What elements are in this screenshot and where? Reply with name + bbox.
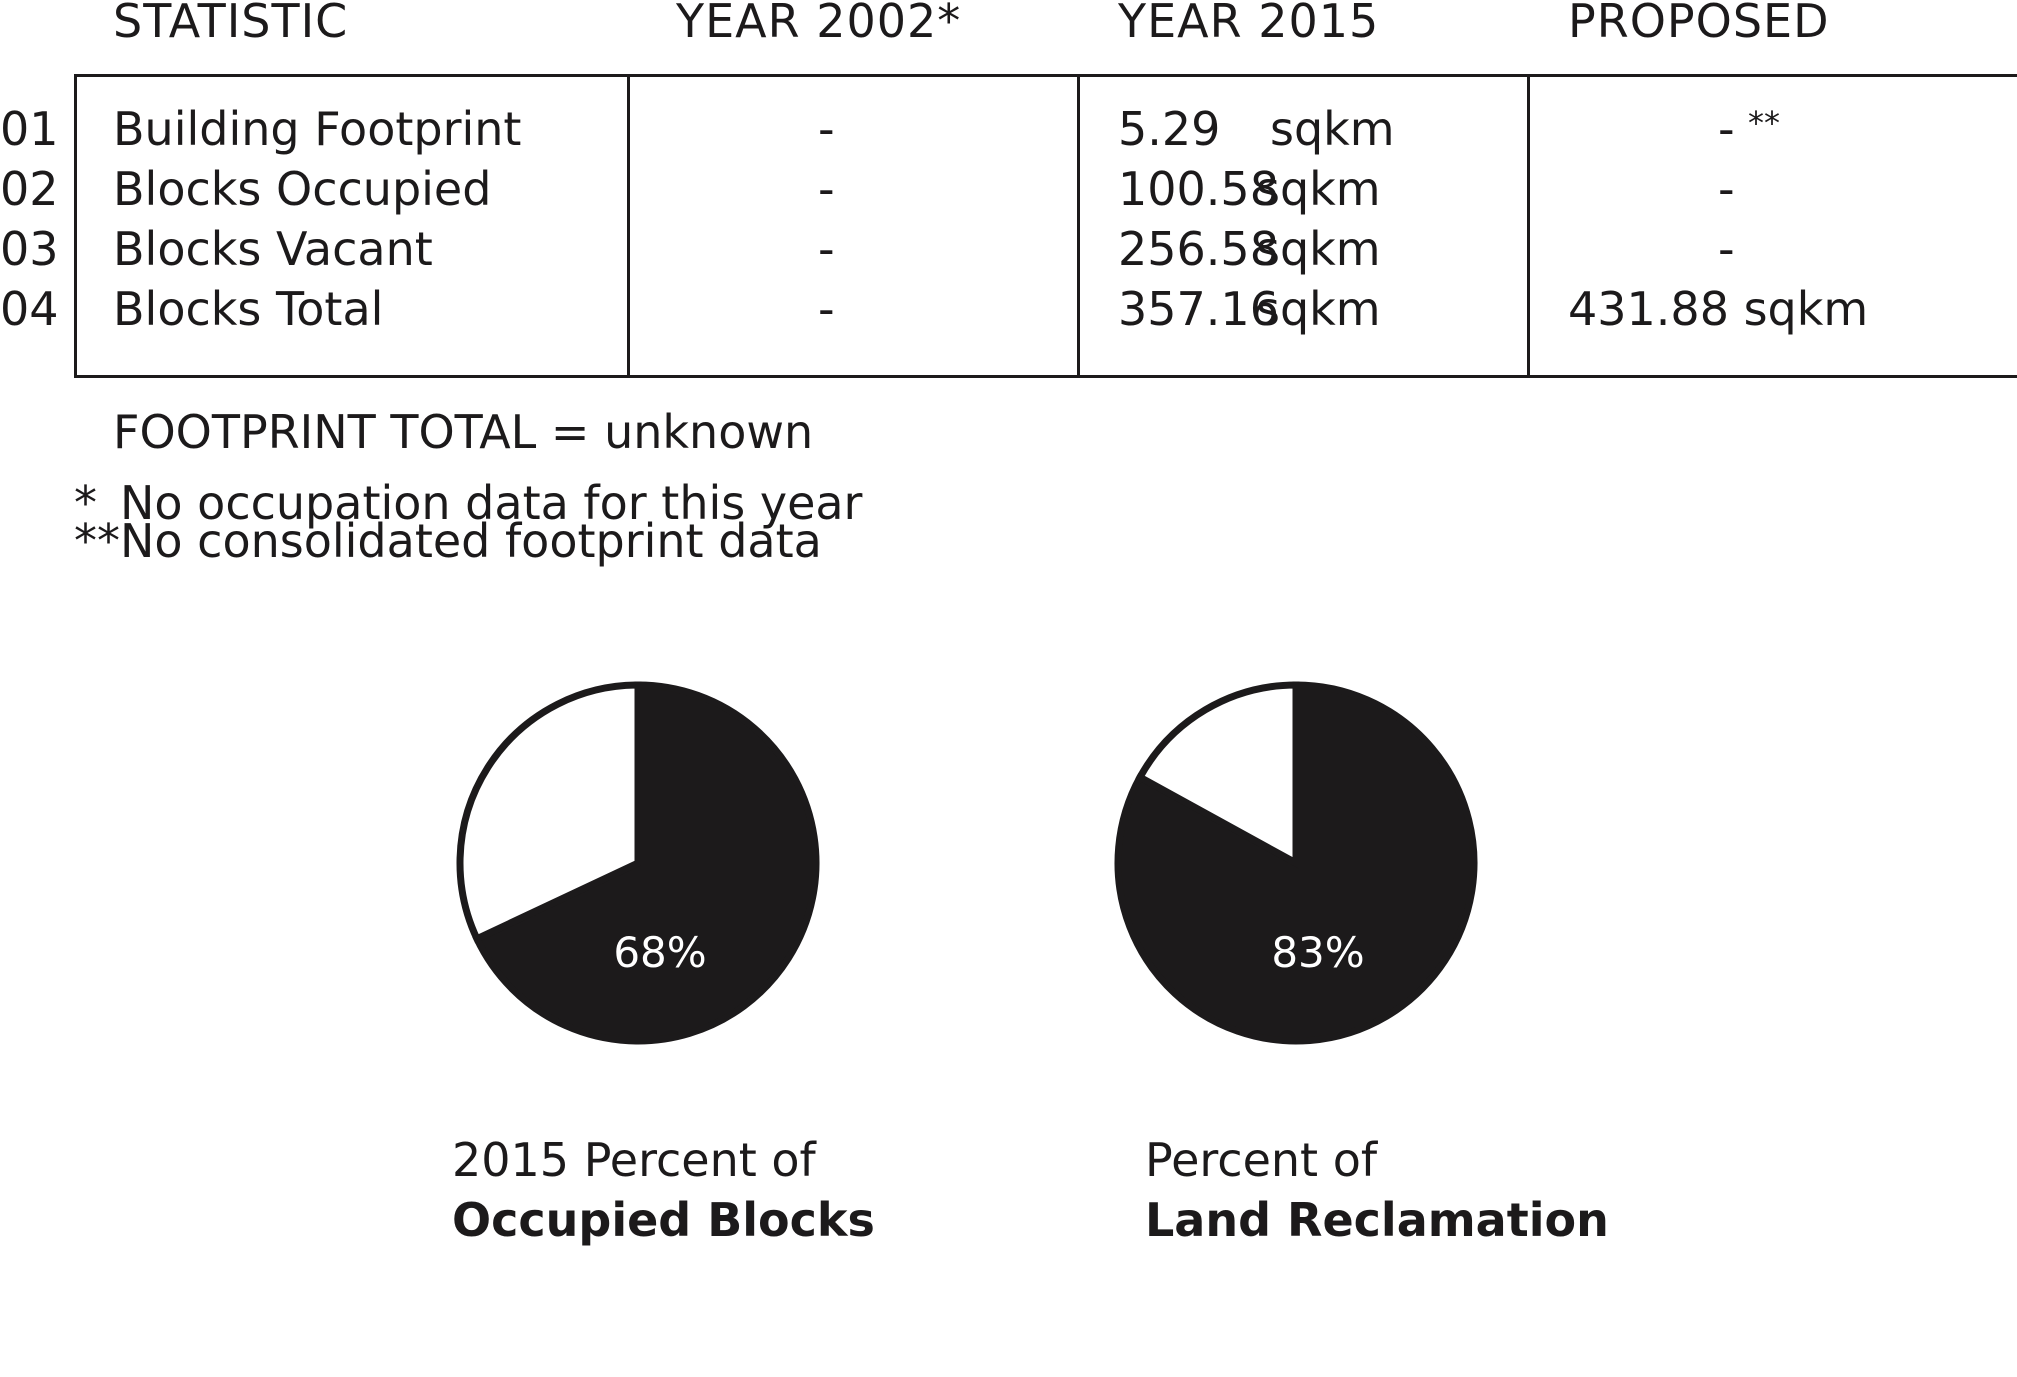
row-statistic: Blocks Occupied bbox=[113, 162, 492, 216]
row-proposed: - bbox=[1718, 222, 1735, 276]
footnote-mark: ** bbox=[1748, 104, 1780, 142]
row-proposed: 431.88 sqkm bbox=[1568, 282, 1869, 336]
footnote-mark: * bbox=[74, 476, 97, 530]
pie-slice bbox=[472, 681, 820, 1045]
row-number: 01 bbox=[0, 102, 59, 156]
statistics-table bbox=[74, 74, 2017, 378]
row-year-2015-unit: sqkm bbox=[1270, 102, 1395, 156]
pie-value-label: 68% bbox=[613, 928, 706, 977]
column-divider bbox=[1077, 74, 1080, 375]
header-year-2002: YEAR 2002* bbox=[676, 0, 962, 48]
column-divider bbox=[627, 74, 630, 375]
row-statistic: Blocks Total bbox=[113, 282, 384, 336]
row-year-2015-value: 256.58 bbox=[1118, 222, 1279, 276]
pie-chart-occupied-blocks: 68% bbox=[456, 681, 820, 1045]
pie-slice bbox=[1135, 681, 1300, 869]
header-proposed: PROPOSED bbox=[1568, 0, 1830, 48]
pie-chart-land-reclamation: 83% bbox=[1114, 681, 1478, 1045]
pie-caption-land-reclamation: Percent of Land Reclamation bbox=[1145, 1130, 1609, 1250]
row-year-2015-value: 5.29 bbox=[1118, 102, 1221, 156]
footnote-text: No occupation data for this year bbox=[120, 476, 863, 530]
row-year-2015-unit: sqkm bbox=[1256, 162, 1381, 216]
row-year-2015-value: 100.58 bbox=[1118, 162, 1279, 216]
row-year-2002: - bbox=[818, 282, 835, 336]
pie-value-label: 83% bbox=[1271, 928, 1364, 977]
row-year-2002: - bbox=[818, 162, 835, 216]
row-statistic: Blocks Vacant bbox=[113, 222, 433, 276]
pie-caption-line1: Percent of bbox=[1145, 1133, 1378, 1187]
header-statistic: STATISTIC bbox=[113, 0, 349, 48]
row-proposed: - bbox=[1718, 162, 1735, 216]
row-year-2015-value: 357.16 bbox=[1118, 282, 1279, 336]
pie-caption-line2: Occupied Blocks bbox=[452, 1193, 875, 1247]
pie-caption-line2: Land Reclamation bbox=[1145, 1193, 1609, 1247]
row-number: 02 bbox=[0, 162, 59, 216]
row-year-2002: - bbox=[818, 102, 835, 156]
pie-caption-occupied-blocks: 2015 Percent of Occupied Blocks bbox=[452, 1130, 875, 1250]
pie-slice bbox=[456, 681, 642, 944]
row-statistic: Building Footprint bbox=[113, 102, 522, 156]
pie-slice bbox=[1114, 681, 1478, 1045]
pie-caption-line1: 2015 Percent of bbox=[452, 1133, 816, 1187]
row-proposed: - bbox=[1718, 102, 1735, 156]
footprint-total: FOOTPRINT TOTAL = unknown bbox=[113, 405, 814, 459]
footnote-text: No consolidated footprint data bbox=[120, 514, 822, 568]
row-year-2015-unit: sqkm bbox=[1256, 222, 1381, 276]
column-divider bbox=[1527, 74, 1530, 375]
footnote-mark: ** bbox=[74, 514, 120, 568]
row-number: 03 bbox=[0, 222, 59, 276]
header-year-2015: YEAR 2015 bbox=[1118, 0, 1380, 48]
row-year-2015-unit: sqkm bbox=[1256, 282, 1381, 336]
row-year-2002: - bbox=[818, 222, 835, 276]
row-number: 04 bbox=[0, 282, 59, 336]
